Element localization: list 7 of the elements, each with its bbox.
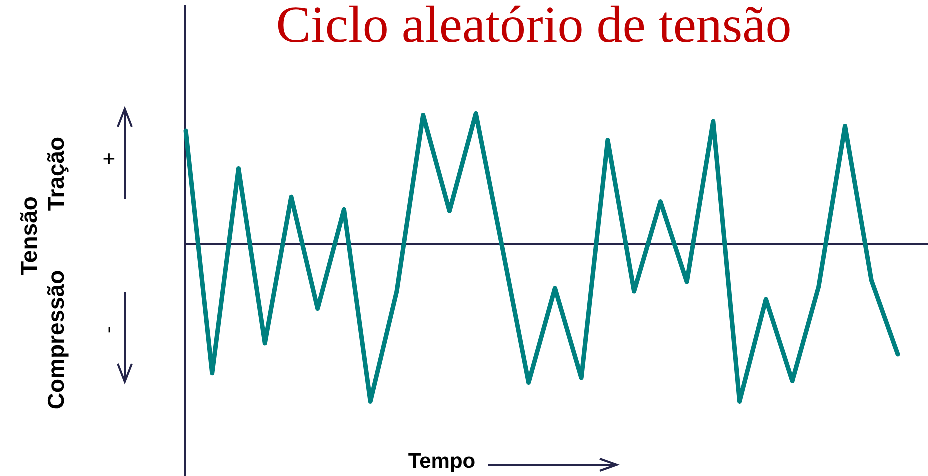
text: Tração — [43, 136, 69, 212]
text: Compressão — [43, 270, 69, 410]
text: - — [96, 326, 120, 334]
text: Tensão — [16, 196, 42, 276]
x-axis-title: Tempo — [408, 450, 476, 473]
chart-title: Ciclo aleatório de tensão — [276, 0, 792, 54]
text: + — [96, 152, 122, 166]
